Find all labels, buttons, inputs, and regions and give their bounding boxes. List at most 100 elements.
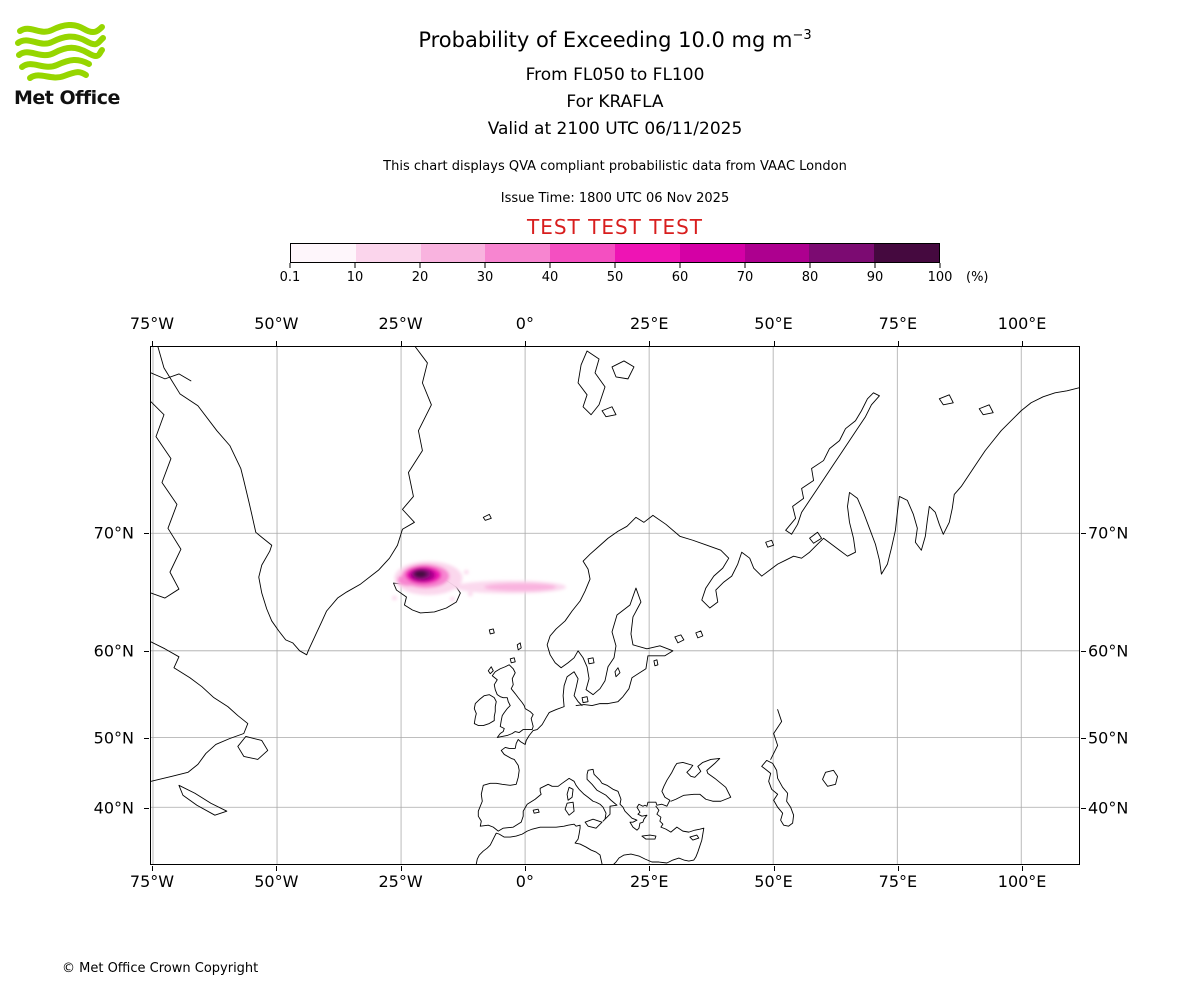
colorbar-tick-label: 30 [476, 270, 494, 285]
issue-time: Issue Time: 1800 UTC 06 Nov 2025 [500, 191, 730, 206]
map-tick-mark [1081, 808, 1086, 809]
map-tick-mark [524, 341, 526, 346]
lon-tick-label: 100°E [997, 314, 1047, 333]
colorbar-tick-label: 100 [927, 270, 953, 285]
title-block: Probability of Exceeding 10.0 mg m−3 Fro… [150, 28, 1080, 239]
map-tick-mark [649, 866, 651, 871]
page-title-text: Probability of Exceeding 10.0 mg m [418, 28, 793, 52]
colorbar-segment [550, 244, 615, 262]
colorbar-segment [420, 244, 486, 262]
colorbar-tick-label: 0.1 [279, 270, 301, 285]
map-tick-mark [144, 738, 149, 739]
copyright-text: © Met Office Crown Copyright [62, 961, 259, 976]
map-tick-mark [1081, 651, 1086, 652]
lon-tick-label: 75°W [129, 872, 175, 891]
lon-tick-label: 0° [515, 872, 534, 891]
coastlines [151, 347, 1079, 864]
colorbar-segment [744, 244, 810, 262]
map-tick-mark [897, 341, 899, 346]
colorbar-tick-mark [354, 263, 356, 268]
lon-tick-label: 0° [515, 314, 534, 333]
colorbar-tick-label: 20 [411, 270, 429, 285]
lon-tick-label: 75°W [129, 314, 175, 333]
ash-plume [392, 561, 567, 602]
map-tick-mark [773, 866, 775, 871]
logo-waves-icon [15, 22, 106, 81]
lat-tick-label: 70°N [1088, 523, 1129, 543]
colorbar-segment [679, 244, 745, 262]
chart-description: This chart displays QVA compliant probab… [383, 159, 847, 174]
lon-tick-label: 75°E [878, 314, 918, 333]
colorbar-tick-label: 90 [866, 270, 884, 285]
map-tick-mark [276, 866, 278, 871]
lat-tick-label: 40°N [93, 798, 134, 818]
lat-labels-left: 70°N 60°N 50°N 40°N [0, 346, 142, 865]
subtitle-volcano: For KRAFLA [566, 92, 664, 112]
map-tick-mark [1022, 341, 1024, 346]
map-tick-mark [400, 341, 402, 346]
map-tick-mark [144, 651, 149, 652]
map-frame [150, 346, 1080, 865]
lon-labels-bottom: 75°W 50°W 25°W 0° 25°E 50°E 75°E 100°E [130, 872, 1080, 894]
map-tick-mark [773, 341, 775, 346]
colorbar-segment [874, 244, 939, 262]
lon-tick-label: 50°E [754, 872, 793, 891]
lon-tick-label: 50°W [254, 314, 299, 333]
lat-tick-label: 60°N [93, 641, 134, 661]
map-tick-mark [1081, 738, 1086, 739]
lat-tick-label: 70°N [93, 523, 134, 543]
met-office-logo: Met Office [14, 22, 134, 109]
colorbar-tick-mark [809, 263, 811, 268]
test-banner: TEST TEST TEST [526, 215, 703, 239]
lat-tick-label: 60°N [1088, 641, 1129, 661]
lat-tick-label: 40°N [1088, 798, 1129, 818]
lon-tick-label: 50°W [254, 872, 299, 891]
map-tick-mark [649, 341, 651, 346]
grid-lines [151, 347, 1079, 864]
lat-tick-label: 50°N [1088, 728, 1129, 748]
colorbar-tick-mark [289, 263, 291, 268]
lon-labels-top: 75°W 50°W 25°W 0° 25°E 50°E 75°E 100°E [130, 314, 1080, 336]
map-tick-mark [1022, 866, 1024, 871]
map-tick-mark [400, 866, 402, 871]
colorbar-tick-mark [614, 263, 616, 268]
subtitle-valid-time: Valid at 2100 UTC 06/11/2025 [487, 119, 743, 139]
map-tick-mark [524, 866, 526, 871]
lon-tick-label: 25°W [378, 314, 423, 333]
map-tick-mark [144, 533, 149, 534]
map-tick-mark [1081, 533, 1086, 534]
colorbar-tick-label: 40 [541, 270, 559, 285]
colorbar-segment [291, 244, 356, 262]
colorbar-ticks: 0.1 10 20 30 40 50 60 70 80 90 100 [280, 263, 952, 289]
map-canvas [151, 347, 1079, 864]
colorbar-tick-label: 70 [736, 270, 754, 285]
lat-labels-right: 70°N 60°N 50°N 40°N [1088, 346, 1198, 865]
colorbar-tick-mark [679, 263, 681, 268]
lon-tick-label: 25°W [378, 872, 423, 891]
colorbar-segment [809, 244, 875, 262]
colorbar-tick-label: 60 [671, 270, 689, 285]
colorbar-unit-label: (%) [966, 270, 989, 285]
colorbar-tick-mark [419, 263, 421, 268]
subtitle-flight-levels: From FL050 to FL100 [525, 65, 705, 85]
map-tick-mark [152, 341, 153, 346]
lon-tick-label: 25°E [629, 872, 669, 891]
map-tick-mark [144, 808, 149, 809]
colorbar-gradient [290, 243, 940, 263]
colorbar-tick-mark [939, 263, 941, 268]
logo-brand-text: Met Office [14, 87, 120, 109]
colorbar-tick-mark [549, 263, 551, 268]
page-title-exponent: −3 [792, 28, 812, 43]
lon-tick-label: 100°E [997, 872, 1047, 891]
colorbar-tick-mark [874, 263, 876, 268]
colorbar-tick-label: 50 [606, 270, 624, 285]
colorbar-tick-mark [744, 263, 746, 268]
colorbar: 0.1 10 20 30 40 50 60 70 80 90 100 (%) [280, 243, 990, 289]
map-tick-mark [897, 866, 899, 871]
colorbar-segment [614, 244, 680, 262]
colorbar-tick-mark [484, 263, 486, 268]
page-title: Probability of Exceeding 10.0 mg m−3 [150, 28, 1080, 52]
lat-tick-label: 50°N [93, 728, 134, 748]
lon-tick-label: 75°E [878, 872, 918, 891]
